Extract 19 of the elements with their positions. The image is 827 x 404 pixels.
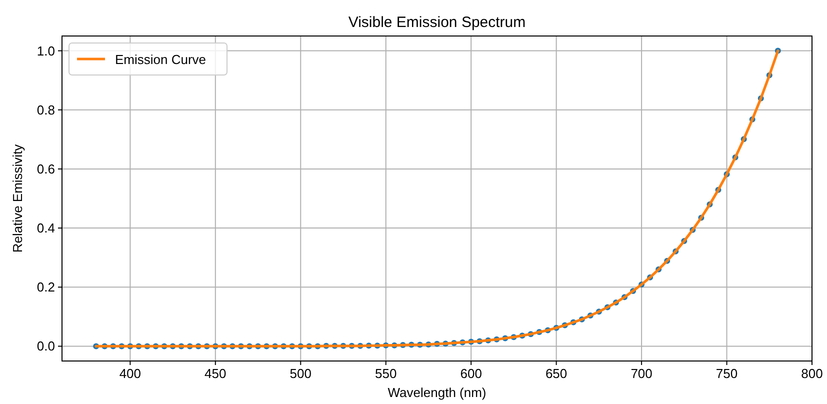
x-tick-label: 550: [375, 366, 397, 381]
x-tick-label: 700: [630, 366, 652, 381]
legend-label: Emission Curve: [115, 52, 206, 67]
x-axis-title: Wavelength (nm): [388, 385, 486, 400]
x-tick-label: 650: [545, 366, 568, 381]
y-tick-label: 0.2: [36, 280, 55, 295]
x-tick-label: 400: [119, 366, 142, 381]
x-tick-label: 800: [801, 366, 823, 381]
y-axis-title: Relative Emissivity: [10, 144, 25, 253]
y-tick-label: 1.0: [36, 43, 55, 58]
chart-title: Visible Emission Spectrum: [348, 14, 526, 31]
x-tick-label: 450: [204, 366, 226, 381]
x-tick-label: 750: [716, 366, 738, 381]
x-tick-label: 600: [460, 366, 482, 381]
y-tick-label: 0.0: [36, 338, 55, 354]
y-tick-label: 0.4: [36, 220, 55, 236]
y-tick-label: 0.6: [36, 161, 55, 176]
x-tick-label: 500: [290, 366, 312, 381]
y-tick-label: 0.8: [36, 102, 55, 118]
